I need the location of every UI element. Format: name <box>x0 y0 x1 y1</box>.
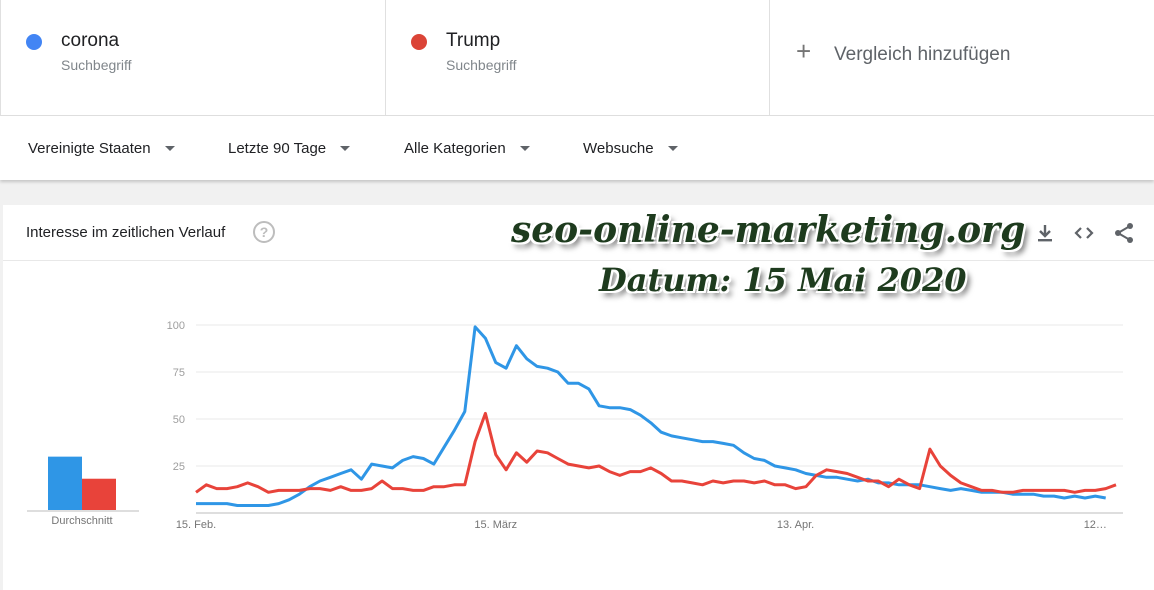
series-lines <box>195 325 1117 507</box>
x-tick-label: 13. Apr. <box>777 519 814 531</box>
trend-chart: 25 50 75 100 15. Feb. 15. März 13. Apr. 12… Du… <box>27 320 1123 531</box>
term-name[interactable]: corona <box>61 30 120 51</box>
series-line-corona <box>196 325 1106 507</box>
dropdown-arrow-icon <box>164 146 175 151</box>
y-tick-label: 75 <box>173 367 185 379</box>
term-color-dot-icon <box>26 34 42 50</box>
y-tick-label: 50 <box>173 414 185 426</box>
add-comparison-label: Vergleich hinzufügen <box>834 44 1011 65</box>
card-title: Interesse im zeitlichen Verlauf <box>26 224 226 241</box>
card-header: Interesse im zeitlichen Verlauf ? <box>3 205 1154 261</box>
average-bar-corona <box>48 456 82 510</box>
average-bars: Durchschnitt <box>27 456 139 527</box>
y-axis-ticks: 25 50 75 100 <box>167 320 185 473</box>
series-line-trump <box>195 411 1117 494</box>
search-terms-bar: corona Suchbegriff Trump Suchbegriff + V… <box>0 0 1154 116</box>
x-axis-ticks: 15. Feb. 15. März 13. Apr. 12… <box>176 519 1107 531</box>
filter-search-type-dropdown[interactable]: Websuche <box>583 140 678 157</box>
filter-time-dropdown[interactable]: Letzte 90 Tage <box>228 140 351 157</box>
watermark-site: seo-online-marketing.org <box>511 209 1026 251</box>
watermark-date: Datum: 15 Mai 2020 <box>599 261 967 299</box>
filter-label: Alle Kategorien <box>404 140 506 157</box>
filter-region-dropdown[interactable]: Vereinigte Staaten <box>28 140 175 157</box>
embed-icon[interactable] <box>1072 221 1096 245</box>
add-comparison-button[interactable]: + Vergleich hinzufügen <box>770 0 1154 116</box>
dropdown-arrow-icon <box>667 146 678 151</box>
term-color-dot-icon <box>411 34 427 50</box>
filter-label: Websuche <box>583 140 654 157</box>
term-card-trump[interactable]: Trump Suchbegriff <box>386 0 770 116</box>
term-type: Suchbegriff <box>61 57 132 73</box>
term-type: Suchbegriff <box>446 57 517 73</box>
filter-label: Vereinigte Staaten <box>28 140 151 157</box>
download-icon[interactable] <box>1033 221 1057 245</box>
y-tick-label: 25 <box>173 461 185 473</box>
help-icon[interactable]: ? <box>253 221 275 243</box>
term-name[interactable]: Trump <box>446 30 501 51</box>
filter-bar: Vereinigte Staaten Letzte 90 Tage Alle K… <box>0 116 1154 180</box>
interest-over-time-card: Interesse im zeitlichen Verlauf ? seo-on… <box>3 205 1154 590</box>
term-card-corona[interactable]: corona Suchbegriff <box>0 0 386 116</box>
chart-grid <box>196 324 1123 514</box>
y-tick-label: 100 <box>167 320 185 332</box>
dropdown-arrow-icon <box>519 146 530 151</box>
x-tick-label: 12… <box>1084 519 1107 531</box>
dropdown-arrow-icon <box>340 146 351 151</box>
x-tick-label: 15. Feb. <box>176 519 216 531</box>
plus-icon: + <box>796 36 812 66</box>
average-bar-trump <box>82 478 116 510</box>
filter-label: Letzte 90 Tage <box>228 140 327 157</box>
share-icon[interactable] <box>1112 221 1136 245</box>
filter-category-dropdown[interactable]: Alle Kategorien <box>404 140 530 157</box>
average-label: Durchschnitt <box>51 515 112 527</box>
x-tick-label: 15. März <box>474 519 517 531</box>
